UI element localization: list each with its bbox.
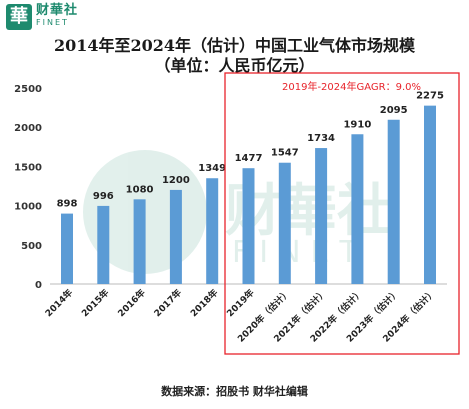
bar <box>351 134 364 284</box>
bar <box>97 205 110 284</box>
highlight-box <box>224 72 460 355</box>
bar-value-label: 1200 <box>162 175 190 186</box>
bar <box>206 178 219 284</box>
y-tick-label: 1500 <box>14 162 42 173</box>
finet-logo: 華 财華社 FINET <box>6 4 78 30</box>
bar-value-label: 2095 <box>380 105 408 116</box>
bar <box>133 199 146 284</box>
y-tick-label: 0 <box>35 280 42 291</box>
bar <box>278 162 291 284</box>
bar <box>61 213 73 284</box>
bar <box>169 189 182 284</box>
x-tick-label: 2015年 <box>79 287 112 320</box>
bar <box>315 148 328 284</box>
bar-value-label: 1547 <box>271 148 299 159</box>
finet-logo-text: 财華社 FINET <box>36 4 78 27</box>
y-tick-label: 2500 <box>14 84 42 95</box>
chart-title: 2014年至2024年（估计）中国工业气体市场规模 <box>53 36 416 55</box>
chart-subtitle: （单位：人民币亿元） <box>154 56 315 75</box>
x-tick-label: 2019年 <box>224 287 257 320</box>
bar-value-label: 996 <box>93 191 114 202</box>
source-note: 数据来源：招股书 财华社编辑 <box>161 385 308 398</box>
bar-value-label: 1080 <box>126 184 154 195</box>
x-tick-label: 2017年 <box>151 287 184 320</box>
y-tick-label: 1000 <box>14 202 42 213</box>
logo-en: FINET <box>36 18 69 27</box>
bar-value-label: 898 <box>57 199 78 210</box>
bar-value-label: 1910 <box>343 119 371 130</box>
bar <box>424 105 436 284</box>
logo-cn: 财華社 <box>36 3 79 18</box>
bar-value-label: 1734 <box>307 133 335 144</box>
bar <box>387 119 400 284</box>
bar <box>242 168 255 284</box>
bar-value-label: 2275 <box>416 91 444 102</box>
y-tick-label: 2000 <box>14 123 42 134</box>
bar-value-label: 1477 <box>235 153 263 164</box>
y-tick-label: 500 <box>21 241 42 252</box>
cagr-label: 2019年-2024年GAGR：9.0% <box>282 80 421 93</box>
x-tick-label: 2014年 <box>43 287 76 320</box>
x-tick-label: 2016年 <box>115 287 148 320</box>
finet-logo-badge: 華 <box>6 4 32 30</box>
bar-value-label: 1349 <box>198 163 226 174</box>
x-tick-label: 2018年 <box>188 287 221 320</box>
